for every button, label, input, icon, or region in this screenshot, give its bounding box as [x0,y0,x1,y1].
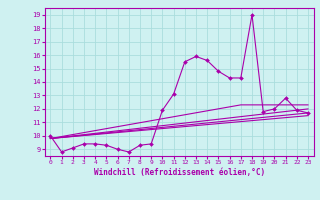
X-axis label: Windchill (Refroidissement éolien,°C): Windchill (Refroidissement éolien,°C) [94,168,265,177]
